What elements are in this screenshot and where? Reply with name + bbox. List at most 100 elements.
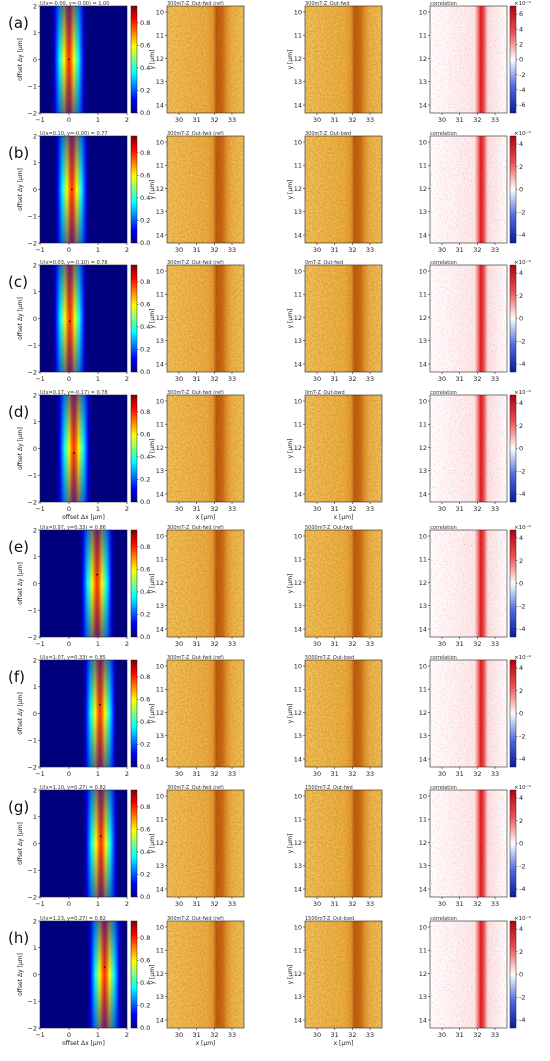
xtick-label: 32 — [348, 640, 356, 648]
xcorr-title: U(x=0.03, y=-0.10) = 0.78 — [40, 260, 108, 266]
reference-image-ylabel: y [μm] — [149, 834, 156, 854]
cbar-tick-label: 0.0 — [140, 368, 150, 376]
cbar-tick-label: 2 — [519, 422, 523, 430]
compared-image-texture — [305, 790, 382, 897]
ytick-label: 13 — [156, 862, 164, 870]
cbar-tick-label: 2 — [519, 557, 523, 565]
ytick-label: 10 — [419, 138, 427, 146]
ytick-label: 12 — [419, 55, 427, 63]
cbar-tick-label: 0.0 — [140, 893, 150, 901]
reference-image-frame — [166, 5, 245, 114]
panel-letter: (a) — [8, 14, 29, 32]
correlation-frame — [429, 394, 508, 503]
reference-image-ylabel: y [μm] — [149, 50, 156, 70]
xtick-label: 30 — [438, 640, 446, 648]
ytick-label: −2 — [27, 633, 37, 641]
xtick-label: 33 — [366, 505, 374, 513]
cbar-tick-label: 0.2 — [140, 346, 150, 354]
correlation-texture — [430, 6, 507, 113]
xtick-label: 1 — [96, 770, 100, 778]
ytick-label: 14 — [156, 231, 164, 239]
xtick-label: 32 — [473, 246, 481, 254]
cbar-tick-label: 4 — [519, 399, 523, 407]
xtick-label: −1 — [35, 246, 45, 254]
ytick-label: 12 — [419, 579, 427, 587]
ytick-label: 13 — [419, 602, 427, 610]
xtick-label: 32 — [473, 116, 481, 124]
xtick-label: 30 — [313, 1031, 321, 1039]
cbar-tick-label: 2 — [519, 41, 523, 49]
ytick-label: 11 — [419, 816, 427, 824]
correlation-title: correlation — [430, 655, 457, 661]
xtick-label: 30 — [175, 1031, 183, 1039]
xtick-label: 2 — [125, 116, 129, 124]
xtick-label: 30 — [313, 505, 321, 513]
compared-image-xlabel: x [μm] — [334, 1040, 354, 1047]
ytick-label: 14 — [294, 755, 302, 763]
xtick-label: 33 — [366, 640, 374, 648]
ytick-label: −2 — [27, 763, 37, 771]
ytick-label: 14 — [294, 1016, 302, 1024]
cbar-tick-label: -2 — [519, 337, 525, 345]
ytick-label: 2 — [33, 391, 37, 399]
panel-letter: (c) — [8, 273, 28, 291]
cbar-tick-label: 2 — [519, 817, 523, 825]
cbar-tick-label: 0.4 — [140, 588, 150, 596]
ytick-label: 0 — [33, 186, 37, 194]
panel-letter: (g) — [8, 798, 29, 816]
xtick-label: 33 — [491, 375, 499, 383]
compared-image-texture — [305, 6, 382, 113]
ytick-label: 11 — [419, 32, 427, 40]
xtick-label: 31 — [331, 640, 339, 648]
cbar-tick-label: -4 — [519, 86, 525, 94]
correlation-title: correlation — [430, 260, 457, 266]
compared-image-texture — [305, 660, 382, 767]
ytick-label: 12 — [294, 314, 302, 322]
cbar-tick-label: 4 — [519, 794, 523, 802]
correlation-frame — [429, 264, 508, 373]
xcorr-colorbar: 0.8 0.6 0.4 0.2 0.0 — [130, 659, 150, 771]
cbar-tick-label: 4 — [519, 925, 523, 933]
xcorr-peak-fade — [88, 921, 122, 1028]
cbar-tick-label: 4 — [519, 534, 523, 542]
correlation-frame — [429, 135, 508, 244]
xtick-label: 31 — [331, 246, 339, 254]
reference-image-xlabel: x [μm] — [196, 1040, 216, 1047]
cbar-tick-label: 0.2 — [140, 87, 150, 95]
ytick-label: 14 — [419, 625, 427, 633]
compared-image-ylabel: y [μm] — [287, 180, 294, 200]
compared-image-texture — [305, 921, 382, 1028]
correlation-texture — [430, 530, 507, 637]
xtick-label: 1 — [96, 116, 100, 124]
reference-image-title: 300mT-Z_Out-fwd (ref) — [167, 131, 224, 137]
cbar-tick-label: 0.4 — [140, 718, 150, 726]
xtick-label: 33 — [366, 246, 374, 254]
xtick-label: 30 — [438, 900, 446, 908]
xtick-label: 32 — [348, 116, 356, 124]
ytick-label: 12 — [294, 55, 302, 63]
reference-image-title: 300mT-Z_Out-fwd (ref) — [167, 390, 224, 396]
ytick-label: 14 — [156, 360, 164, 368]
xcorr-colorbar-strip — [130, 529, 138, 638]
xtick-label: 0 — [67, 900, 71, 908]
colorbar-multiplier: ×10⁻⁹ — [514, 259, 531, 266]
reference-image-title: 300mT-Z_Out-fwd (ref) — [167, 260, 224, 266]
xcorr-ylabel: offset Δy [μm] — [17, 692, 24, 735]
xtick-label: 33 — [491, 640, 499, 648]
xtick-label: 30 — [175, 770, 183, 778]
xtick-label: 32 — [348, 246, 356, 254]
ytick-label: 10 — [156, 138, 164, 146]
correlation-colorbar: ×10⁻⁹ 4 2 0 -2 -4 — [509, 130, 531, 244]
xtick-label: 2 — [125, 640, 129, 648]
ytick-label: 10 — [419, 532, 427, 540]
reference-image-ylabel: y [μm] — [149, 309, 156, 329]
ytick-label: 10 — [419, 662, 427, 670]
compared-image-title: 1500mT-Z_Out-bwd — [305, 916, 354, 922]
ytick-label: 10 — [294, 397, 302, 405]
panel-letter: (d) — [8, 403, 29, 421]
xtick-label: 30 — [438, 375, 446, 383]
reference-image-texture — [167, 6, 244, 113]
xtick-label: 33 — [491, 505, 499, 513]
